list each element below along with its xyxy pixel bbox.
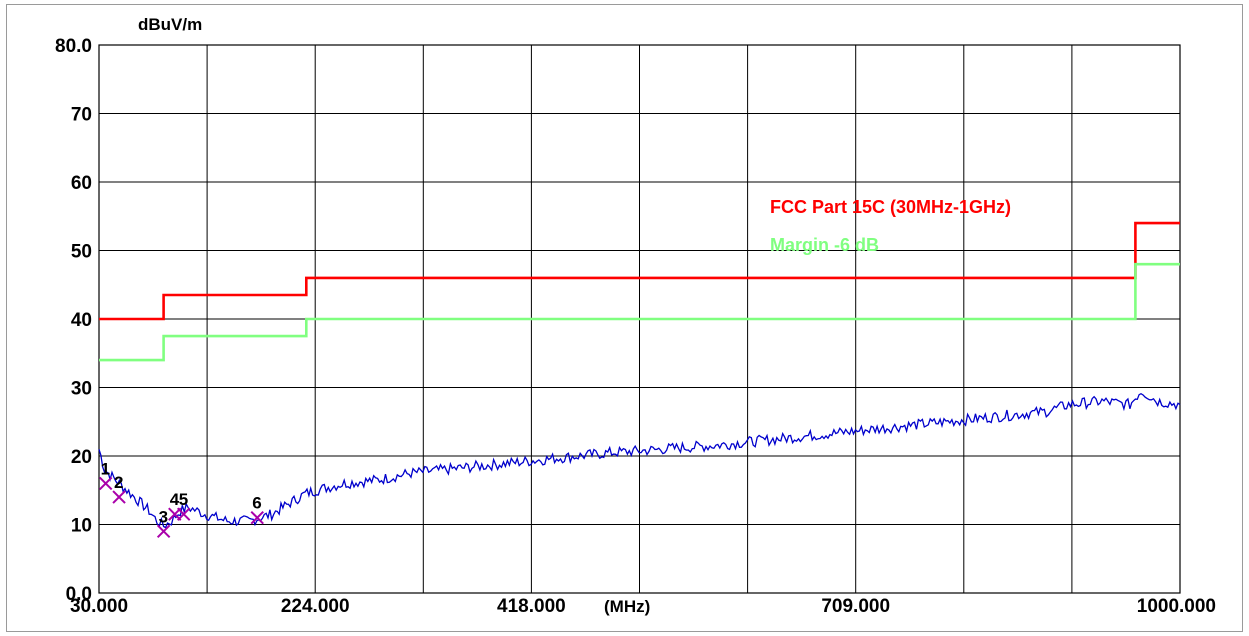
- chart-frame: [6, 4, 1243, 632]
- x-tick-label: 418.000: [497, 596, 566, 617]
- marker-6: 6: [250, 494, 264, 525]
- marker-2: 2: [112, 473, 126, 504]
- marker-1: 1: [98, 459, 113, 491]
- y-axis: 80.0 70 60 50 40 30 20 10 0.0: [55, 36, 92, 605]
- marker-label: 6: [252, 494, 261, 513]
- series-layer: [98, 221, 1181, 529]
- limit-line: [99, 221, 1180, 321]
- y-tick-label: 0.0: [66, 584, 92, 605]
- y-tick-label: 50: [71, 242, 92, 263]
- marker-cross: [112, 490, 126, 504]
- y-tick-label: 40: [71, 310, 92, 331]
- marker-label: 1: [101, 459, 110, 478]
- x-axis-unit: (MHz): [604, 597, 650, 616]
- x-tick-label: 1000.000: [1137, 596, 1216, 617]
- legend-limit: FCC Part 15C (30MHz-1GHz): [770, 197, 1011, 217]
- y-tick-label: 70: [71, 105, 92, 126]
- measurement-trace: [98, 392, 1181, 529]
- marker-cross: [250, 510, 264, 525]
- x-tick-label: 30.000: [70, 596, 128, 617]
- marker-cross: [98, 476, 113, 491]
- marker-label: 4: [170, 490, 180, 509]
- x-axis: 30.000 224.000 418.000 709.000 1000.000: [70, 596, 1216, 617]
- y-tick-label: 10: [71, 516, 92, 537]
- y-tick-label: 20: [71, 447, 92, 468]
- marker-cross: [176, 507, 191, 521]
- legend-margin: Margin -6 dB: [770, 235, 879, 255]
- y-tick-label: 80.0: [55, 36, 92, 57]
- y-tick-label: 30: [71, 379, 92, 400]
- marker-label: 3: [159, 507, 168, 526]
- x-tick-label: 224.000: [281, 596, 350, 617]
- y-tick-label: 60: [71, 173, 92, 194]
- marker-label: 5: [179, 490, 188, 509]
- margin-line: [99, 262, 1180, 362]
- marker-label: 2: [114, 473, 123, 492]
- y-axis-unit: dBuV/m: [138, 15, 202, 34]
- marker-3: 3: [156, 507, 171, 539]
- marker-layer: 12 34 5 6: [98, 459, 264, 539]
- marker-5: 5: [176, 490, 191, 521]
- x-tick-label: 709.000: [821, 596, 890, 617]
- marker-cross: [156, 524, 171, 539]
